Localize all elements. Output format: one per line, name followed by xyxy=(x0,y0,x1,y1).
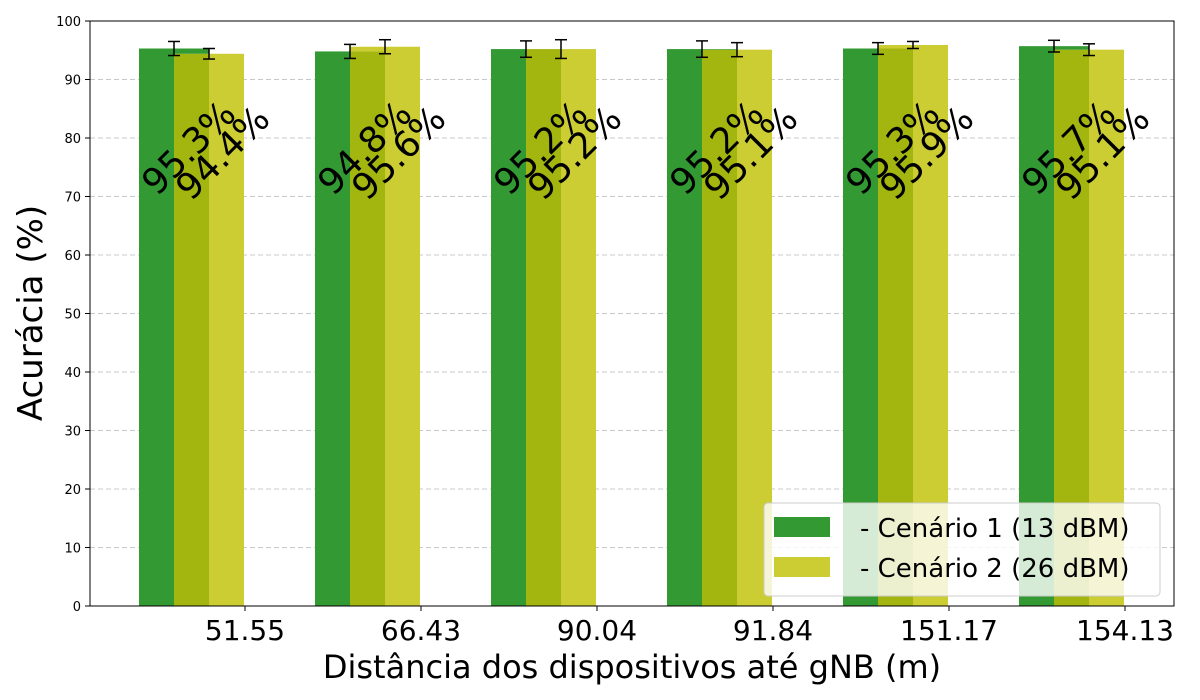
legend-swatch-cenario-1 xyxy=(774,517,830,537)
bar-overlap-91.84 xyxy=(702,49,737,607)
y-tick-label-10: 10 xyxy=(64,542,81,557)
bar-cenario-2-90.04 xyxy=(561,49,596,606)
bar-overlap-51.55 xyxy=(174,53,209,606)
bar-cenario-1-66.43 xyxy=(315,51,350,607)
legend: - Cenário 1 (13 dBM) - Cenário 2 (26 dBM… xyxy=(763,502,1161,597)
y-tick-label-30: 30 xyxy=(64,425,81,440)
legend-label-cenario-2: - Cenário 2 (26 dBM) xyxy=(860,554,1130,584)
bar-overlap-cap-51.55 xyxy=(174,48,209,54)
x-tick-label-51.55: 51.55 xyxy=(205,614,285,647)
bar-cenario-1-91.84 xyxy=(667,49,702,606)
y-tick-label-50: 50 xyxy=(64,308,81,323)
data-labels-layer: 95.3%94.4% 94.8%95.6% 95.2%95.2% 95.2%95.1%… xyxy=(134,93,1158,208)
bar-overlap-cap-91.84 xyxy=(702,49,737,50)
x-tick-label-90.04: 90.04 xyxy=(557,614,637,647)
y-tick-label-100: 100 xyxy=(56,15,81,30)
bar-overlap-cap-154.13 xyxy=(1054,46,1089,50)
x-axis-label: Distância dos dispositivos até gNB (m) xyxy=(323,648,941,686)
bar-cenario-1-51.55 xyxy=(139,48,174,607)
legend-box xyxy=(763,502,1161,597)
y-tick-label-90: 90 xyxy=(64,74,81,89)
y-axis-label: Acurácia (%) xyxy=(11,205,51,421)
legend-swatch-cenario-2 xyxy=(774,557,830,577)
y-tick-label-80: 80 xyxy=(64,132,81,147)
x-tick-label-66.43: 66.43 xyxy=(381,614,461,647)
bar-overlap-90.04 xyxy=(526,49,561,606)
bar-overlap-cap-66.43 xyxy=(350,46,385,52)
bars-layer xyxy=(139,44,1124,607)
x-tick-label-154.13: 154.13 xyxy=(1076,614,1174,647)
bar-cenario-2-51.55 xyxy=(209,53,244,606)
x-tick-label-151.17: 151.17 xyxy=(900,614,998,647)
bar-cenario-2-66.43 xyxy=(385,46,420,607)
x-tick-label-91.84: 91.84 xyxy=(733,614,813,647)
grid-layer xyxy=(90,79,1174,548)
bar-overlap-cap-151.17 xyxy=(878,44,913,49)
axes-layer: 0 10 20 30 40 50 60 70 80 90 100 51.55 66.43 90.04 91.… xyxy=(56,15,1174,647)
legend-label-cenario-1: - Cenário 1 (13 dBM) xyxy=(860,514,1130,544)
y-tick-label-20: 20 xyxy=(64,483,81,498)
bar-overlap-66.43 xyxy=(350,51,385,607)
y-tick-label-60: 60 xyxy=(64,249,81,264)
y-tick-label-0: 0 xyxy=(73,600,81,615)
bar-cenario-1-90.04 xyxy=(491,49,526,606)
y-tick-label-40: 40 xyxy=(64,366,81,381)
error-bars-layer xyxy=(168,38,1095,60)
y-tick-label-70: 70 xyxy=(64,191,81,206)
